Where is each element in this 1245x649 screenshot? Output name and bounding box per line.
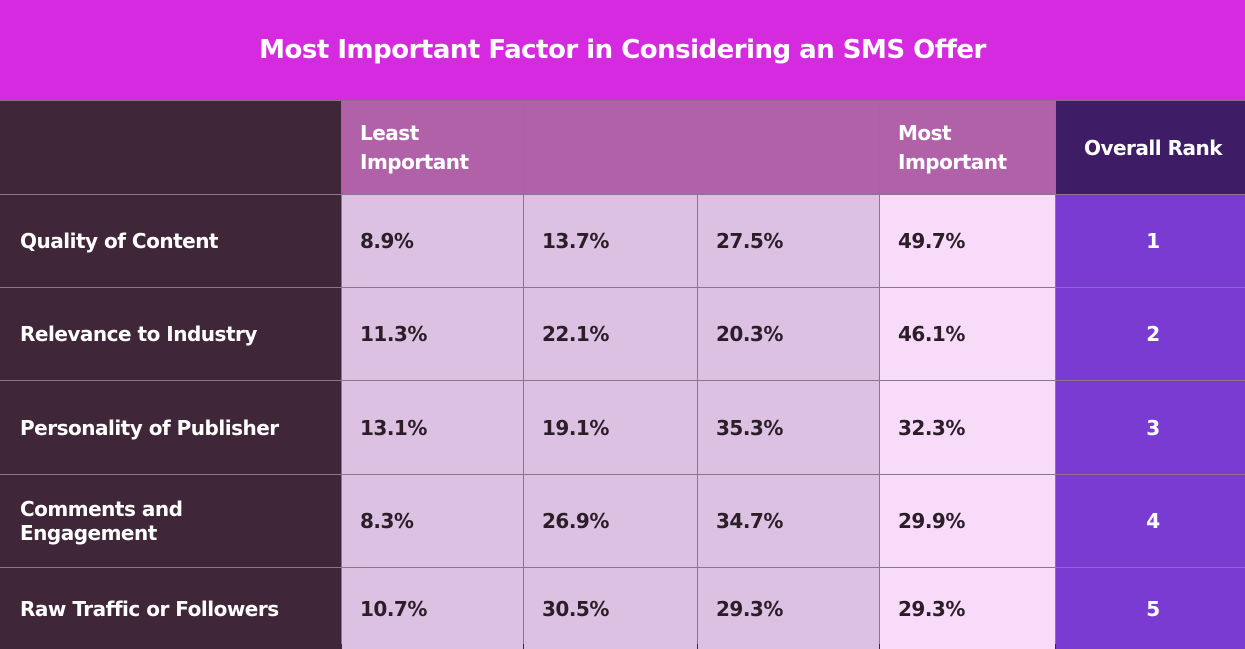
table-cell: 26.9% (524, 475, 697, 567)
table-cell: 22.1% (524, 288, 697, 380)
table-cell: 20.3% (698, 288, 879, 380)
table-cell: 13.7% (524, 195, 697, 287)
header-least-important: Least Important (342, 101, 523, 194)
table-cell: 32.3% (880, 381, 1055, 474)
table-cell: 35.3% (698, 381, 879, 474)
table-cell: 49.7% (880, 195, 1055, 287)
table-cell: 10.7% (342, 568, 523, 649)
rank-cell: 5 (1056, 568, 1245, 649)
table-cell: 13.1% (342, 381, 523, 474)
rank-cell: 1 (1056, 195, 1245, 287)
row-label: Comments and Engagement (0, 475, 341, 567)
table-cell: 46.1% (880, 288, 1055, 380)
table-cell: 8.3% (342, 475, 523, 567)
header-overall-rank: Overall Rank (1056, 101, 1245, 194)
table-cell: 29.9% (880, 475, 1055, 567)
rank-cell: 2 (1056, 288, 1245, 380)
row-label: Raw Traffic or Followers (0, 568, 341, 649)
data-table: Least Important Most Important Overall R… (0, 101, 1245, 649)
header-corner (0, 101, 341, 194)
rank-cell: 3 (1056, 381, 1245, 474)
table-cell: 29.3% (880, 568, 1055, 649)
table-cell: 11.3% (342, 288, 523, 380)
table-cell: 29.3% (698, 568, 879, 649)
rank-cell: 4 (1056, 475, 1245, 567)
table-cell: 27.5% (698, 195, 879, 287)
row-label: Relevance to Industry (0, 288, 341, 380)
table-cell: 30.5% (524, 568, 697, 649)
header-middle (524, 101, 879, 194)
row-label: Quality of Content (0, 195, 341, 287)
row-label: Personality of Publisher (0, 381, 341, 474)
table-cell: 19.1% (524, 381, 697, 474)
chart-title: Most Important Factor in Considering an … (259, 35, 986, 65)
table-cell: 34.7% (698, 475, 879, 567)
header-most-important: Most Important (880, 101, 1055, 194)
table-cell: 8.9% (342, 195, 523, 287)
title-bar: Most Important Factor in Considering an … (0, 0, 1245, 101)
